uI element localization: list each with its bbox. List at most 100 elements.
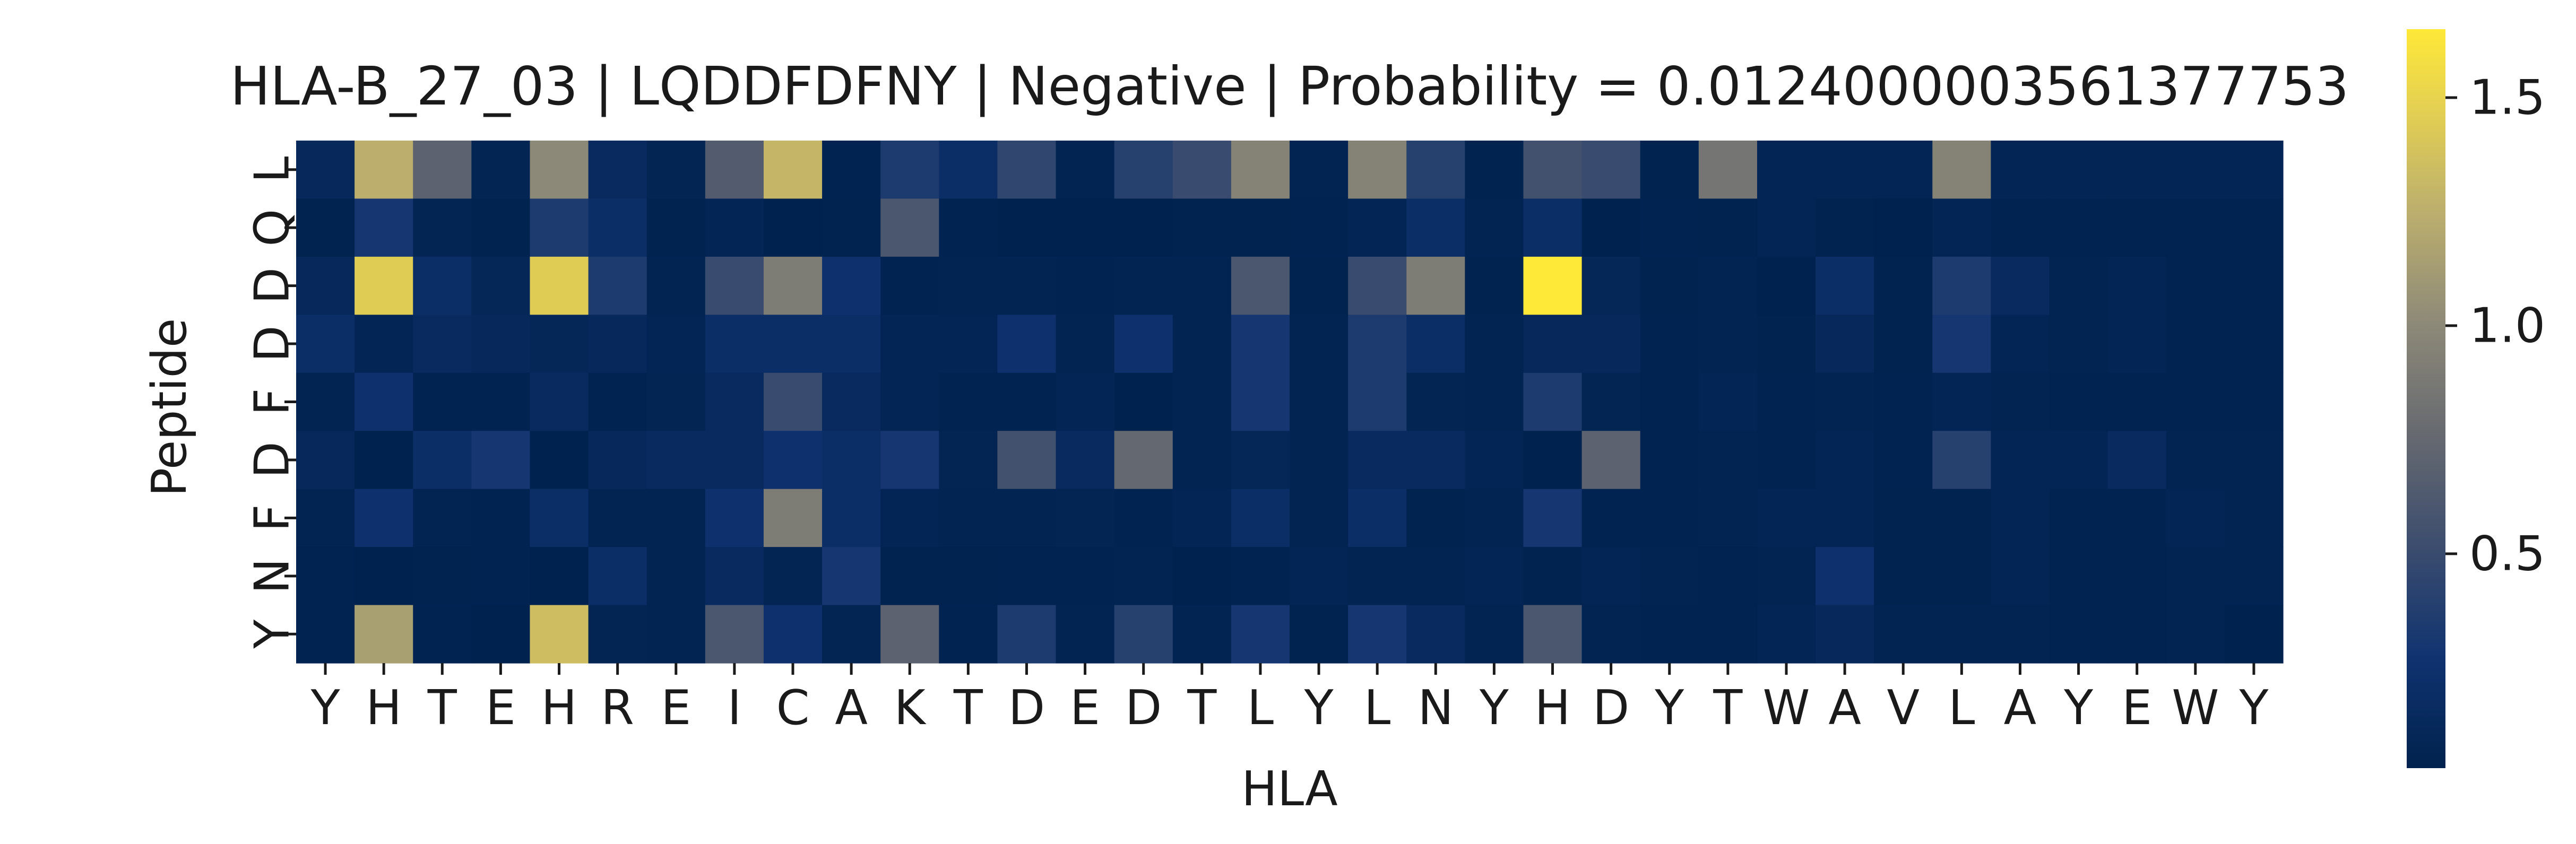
heatmap-cell <box>705 141 764 199</box>
heatmap-cell <box>763 431 823 490</box>
heatmap-cell <box>2166 605 2225 664</box>
heatmap-cell <box>1816 256 1874 315</box>
heatmap-cell <box>1932 141 1992 199</box>
heatmap-cell <box>355 315 413 373</box>
heatmap-cell <box>1290 256 1348 315</box>
heatmap-cell <box>646 141 706 199</box>
heatmap-cell <box>2166 198 2225 257</box>
heatmap-cell <box>1640 489 1699 547</box>
x-tick-label: H <box>366 680 402 736</box>
heatmap-cell <box>1523 256 1583 315</box>
heatmap-cell <box>2107 489 2167 547</box>
heatmap-cell <box>822 256 881 315</box>
heatmap-cell <box>1581 256 1641 315</box>
heatmap-cell <box>1581 431 1641 490</box>
heatmap-cell <box>2224 489 2284 547</box>
heatmap-cell <box>1932 198 1992 257</box>
heatmap-cell <box>1698 605 1758 664</box>
heatmap-cell <box>1056 372 1115 431</box>
heatmap-cell <box>939 431 998 490</box>
heatmap-cell <box>1231 489 1290 547</box>
heatmap-cell <box>1698 489 1758 547</box>
x-tick-label: T <box>427 680 457 736</box>
heatmap-cell <box>296 198 355 257</box>
heatmap-cell <box>355 372 413 431</box>
heatmap-cell <box>1465 141 1524 199</box>
heatmap-cell <box>588 489 647 547</box>
heatmap-cell <box>1874 198 1933 257</box>
heatmap-cell <box>471 141 531 199</box>
heatmap-cell <box>413 489 472 547</box>
heatmap-cell <box>1816 489 1874 547</box>
heatmap-cell <box>1640 256 1699 315</box>
heatmap-cell <box>1816 605 1874 664</box>
heatmap-cell <box>2166 315 2225 373</box>
heatmap-cell <box>1290 372 1348 431</box>
heatmap-cell <box>705 372 764 431</box>
x-tick-label: D <box>1008 680 1045 736</box>
heatmap-cell <box>296 547 355 606</box>
heatmap-cell <box>2049 256 2108 315</box>
heatmap-cell <box>763 372 823 431</box>
heatmap-cell <box>705 605 764 664</box>
heatmap-cell <box>588 198 647 257</box>
x-tick-label: Y <box>2238 680 2269 736</box>
heatmap-cell <box>1874 315 1933 373</box>
heatmap-cell <box>471 431 531 490</box>
y-tick-label: Q <box>245 209 300 247</box>
y-tick-label: D <box>245 325 300 362</box>
x-tick-label: K <box>894 680 927 736</box>
heatmap-cell <box>355 605 413 664</box>
heatmap-cell <box>1991 489 2050 547</box>
heatmap-cell <box>1991 141 2050 199</box>
x-tick-label: N <box>1418 680 1454 736</box>
heatmap-cell <box>1991 372 2050 431</box>
heatmap-cell <box>1231 605 1290 664</box>
heatmap-cell <box>1757 198 1816 257</box>
heatmap-cell <box>2166 489 2225 547</box>
heatmap-cell <box>296 315 355 373</box>
heatmap-cell <box>939 605 998 664</box>
x-tick-label: L <box>1247 680 1274 736</box>
y-tick-labels: LQDDFDFNY <box>245 156 300 649</box>
heatmap-cell <box>1932 605 1992 664</box>
x-tick-label: E <box>2122 680 2152 736</box>
heatmap-cell <box>763 315 823 373</box>
heatmap-cell <box>822 198 881 257</box>
y-tick-label: L <box>245 156 300 183</box>
heatmap-cell <box>1348 315 1407 373</box>
heatmap-cell <box>822 489 881 547</box>
heatmap-cell <box>1348 372 1407 431</box>
heatmap-cell <box>1465 431 1524 490</box>
heatmap-cell <box>1757 315 1816 373</box>
heatmap-cell <box>1816 547 1874 606</box>
heatmap-cell <box>1991 547 2050 606</box>
heatmap-cell <box>2049 315 2108 373</box>
heatmap-cell <box>1816 141 1874 199</box>
x-tick-label: Y <box>2063 680 2094 736</box>
heatmap-cell <box>471 315 531 373</box>
heatmap-cell <box>413 431 472 490</box>
heatmap-cell <box>1874 489 1933 547</box>
heatmap-cell <box>1290 431 1348 490</box>
heatmap-cell <box>588 256 647 315</box>
heatmap-cell <box>1114 256 1173 315</box>
heatmap-cell <box>530 141 589 199</box>
heatmap-cell <box>1406 198 1465 257</box>
heatmap-cell <box>296 605 355 664</box>
heatmap-cell <box>1465 198 1524 257</box>
heatmap-cell <box>822 605 881 664</box>
heatmap-cell <box>1290 547 1348 606</box>
heatmap-cell <box>355 256 413 315</box>
heatmap-cells <box>296 141 2284 664</box>
heatmap-cell <box>880 372 939 431</box>
heatmap-cell <box>1114 372 1173 431</box>
heatmap-cell <box>1523 372 1583 431</box>
x-tick-label: E <box>486 680 516 736</box>
heatmap-cell <box>530 547 589 606</box>
heatmap-cell <box>705 315 764 373</box>
y-axis-label: Peptide <box>142 318 197 497</box>
heatmap-cell <box>1874 605 1933 664</box>
